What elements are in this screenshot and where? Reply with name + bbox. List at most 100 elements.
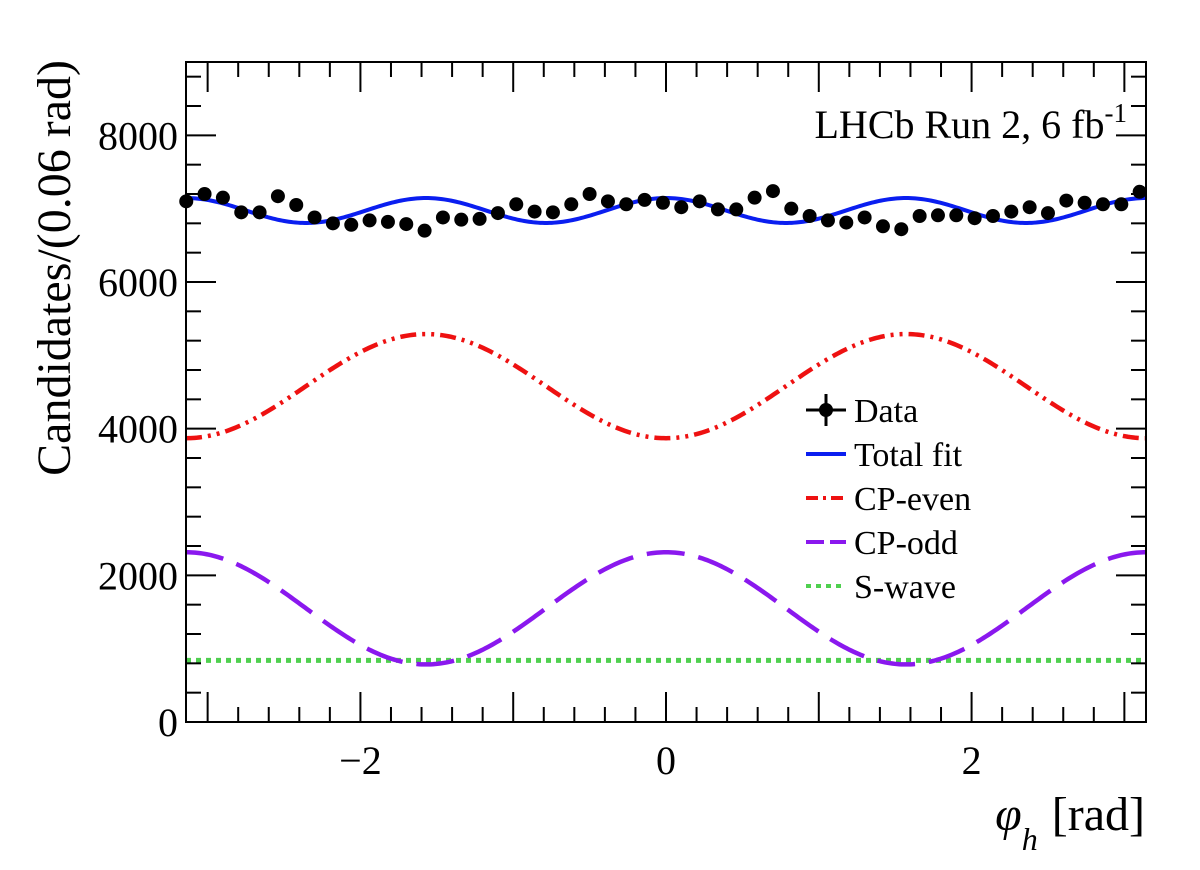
legend-entry-total: Total fit [806, 437, 963, 474]
data-point-marker [1022, 200, 1037, 215]
data-point [747, 190, 762, 205]
data-point-marker [380, 214, 395, 229]
data-point [894, 222, 909, 237]
data-point-marker [509, 197, 524, 212]
axis-ticks [186, 62, 1146, 723]
data-point-marker [765, 184, 780, 199]
data-point [472, 211, 487, 226]
data-point-marker [875, 219, 890, 234]
data-point-marker [857, 210, 872, 225]
data-point [857, 210, 872, 225]
data-point-marker [600, 194, 615, 209]
data-point-marker [637, 192, 652, 207]
legend-label-total: Total fit [854, 437, 963, 474]
data-point [875, 219, 890, 234]
data-point-marker [344, 217, 359, 232]
data-point [619, 197, 634, 212]
legend-entry-even: CP-even [806, 481, 971, 518]
data-point-marker [1040, 206, 1055, 221]
legend-entry-swave: S-wave [806, 569, 956, 606]
data-point-marker [252, 205, 267, 220]
annotation-superscript: -1 [1105, 98, 1128, 128]
data-point-marker [747, 190, 762, 205]
data-point [564, 197, 579, 212]
data-point [1132, 184, 1147, 199]
data-point-marker [197, 187, 212, 201]
data-point-marker [215, 190, 230, 205]
data-point-marker [399, 217, 414, 232]
data-point-marker [729, 202, 744, 217]
data-point [600, 194, 615, 209]
y-tick-label: 0 [158, 700, 178, 745]
data-point-marker [1077, 195, 1092, 210]
legend: Data Total fit CP-even CP-odd S-wave [806, 393, 971, 606]
data-point-marker [1004, 204, 1019, 219]
y-tick-label: 4000 [98, 407, 178, 452]
data-point-marker [1059, 193, 1074, 208]
data-point [215, 190, 230, 205]
x-axis-unit: [rad] [1052, 788, 1145, 841]
data-point [234, 205, 249, 220]
data-point [1095, 197, 1110, 212]
x-axis-subscript: h [1022, 821, 1038, 857]
data-point [399, 217, 414, 232]
experiment-annotation: LHCb Run 2, 6 fb-1 [815, 98, 1128, 147]
data-point-marker [985, 209, 1000, 223]
data-point [582, 187, 597, 201]
data-point [1114, 197, 1129, 212]
data-point-marker [545, 205, 560, 220]
data-point-marker [527, 204, 542, 219]
data-point [820, 213, 835, 228]
data-point [509, 197, 524, 212]
data-point-marker [802, 209, 817, 223]
x-axis-label: φh [rad] [995, 788, 1145, 857]
data-point-marker [307, 210, 322, 225]
data-point-marker [417, 223, 432, 238]
data-point-marker [325, 216, 340, 231]
data-point-marker [270, 189, 285, 204]
data-point [985, 209, 1000, 223]
data-point [802, 209, 817, 223]
fit-curves [185, 196, 1147, 667]
data-point [1022, 200, 1037, 215]
legend-swatch-data-marker [819, 403, 833, 417]
data-point [1059, 193, 1074, 208]
data-point-marker [692, 194, 707, 209]
data-point [765, 184, 780, 199]
data-point [839, 215, 854, 230]
data-point [710, 202, 725, 217]
data-point-marker [1095, 197, 1110, 212]
data-point-marker [1114, 197, 1129, 212]
data-point-marker [582, 187, 597, 201]
data-point [362, 213, 377, 228]
data-point-marker [967, 211, 982, 226]
data-point-marker [619, 197, 634, 212]
annotation-text: LHCb Run 2, 6 fb [815, 102, 1105, 147]
data-point [380, 214, 395, 229]
data-point [435, 210, 450, 225]
data-point [967, 211, 982, 226]
x-tick-label: 2 [962, 738, 982, 783]
data-point [692, 194, 707, 209]
x-tick-label: −2 [339, 738, 382, 783]
data-point-marker [564, 197, 579, 212]
data-point [527, 204, 542, 219]
data-point-marker [784, 201, 799, 216]
x-axis-symbol: φ [995, 788, 1022, 841]
data-point [289, 198, 304, 212]
data-point-marker [454, 212, 469, 227]
data-point-marker [362, 213, 377, 228]
y-tick-label: 8000 [98, 113, 178, 158]
data-point-marker [435, 210, 450, 225]
data-point [674, 200, 689, 215]
data-point-marker [820, 213, 835, 228]
data-point [637, 192, 652, 207]
data-point-marker [949, 208, 964, 223]
data-point [949, 208, 964, 223]
data-point-marker [710, 202, 725, 217]
data-point-marker [930, 208, 945, 223]
data-point [930, 208, 945, 223]
legend-label-odd: CP-odd [854, 525, 958, 562]
data-point-marker [490, 206, 505, 221]
